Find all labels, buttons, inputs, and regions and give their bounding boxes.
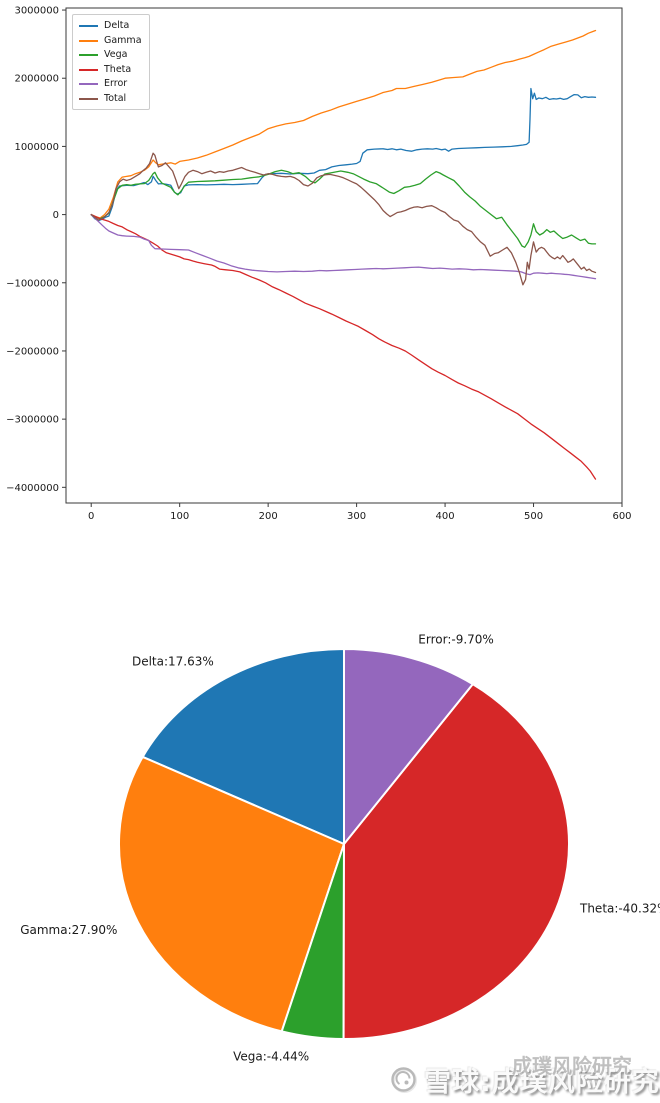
pie-label-vega: Vega:-4.44%	[233, 1049, 309, 1063]
legend-item-gamma: Gamma	[79, 34, 143, 49]
legend-swatch-vega	[79, 54, 98, 57]
legend-item-vega: Vega	[79, 48, 143, 63]
series-line-vega	[90, 169, 597, 248]
x-tick-label: 300	[347, 511, 366, 522]
pie-slice-theta	[342, 683, 570, 1041]
x-tick-label: 200	[259, 511, 278, 522]
x-tick-label: 0	[88, 511, 94, 522]
xueqiu-snowball-logo-icon	[390, 1066, 418, 1094]
x-tick-label: 100	[170, 511, 189, 522]
legend-label: Gamma	[104, 34, 142, 46]
legend-swatch-total	[79, 97, 98, 100]
legend-item-error: Error	[79, 77, 143, 92]
x-tick-label: 600	[612, 511, 631, 522]
series-line-delta	[90, 87, 597, 222]
legend-label: Total	[104, 92, 127, 104]
y-tick-label: −1000000	[6, 278, 59, 289]
legend-label: Error	[104, 78, 128, 90]
x-tick-label: 400	[436, 511, 455, 522]
series-line-theta	[90, 213, 597, 480]
y-tick-label: 3000000	[14, 6, 59, 17]
watermark-text: 雪球:成璞风险研究	[424, 1067, 660, 1098]
pie-label-gamma: Gamma:27.90%	[20, 923, 117, 937]
pie-label-delta: Delta:17.63%	[132, 655, 214, 669]
axes-frame	[65, 7, 623, 504]
pie-chart: Delta:17.63% Gamma:27.90% Vega:-4.44% Theta…	[20, 632, 660, 1063]
pie-label-theta: Theta:-40.32%	[579, 902, 660, 916]
y-tick-label: −3000000	[6, 415, 59, 426]
legend-item-theta: Theta	[79, 63, 143, 78]
series-line-error	[90, 213, 597, 280]
legend-label: Delta	[104, 20, 130, 32]
pie-label-error: Error:-9.70%	[418, 632, 494, 646]
legend-label: Vega	[104, 49, 128, 61]
pie-slice-gamma	[118, 755, 345, 1033]
y-tick-label: −4000000	[6, 483, 59, 494]
pie-slice-error	[343, 648, 474, 845]
legend-swatch-delta	[79, 25, 98, 28]
y-tick-label: 2000000	[14, 74, 59, 85]
y-tick-label: 0	[53, 210, 59, 221]
legend: Delta Gamma Vega Theta Error Total	[72, 14, 150, 110]
series-line-total	[90, 152, 597, 286]
legend-item-delta: Delta	[79, 19, 143, 34]
legend-swatch-gamma	[79, 39, 98, 42]
legend-swatch-theta	[79, 68, 98, 71]
x-tick-label: 500	[524, 511, 543, 522]
series-line-gamma	[90, 29, 597, 219]
legend-item-total: Total	[79, 92, 143, 107]
watermark: 成璞风险研究 雪球:成璞风险研究	[390, 1054, 660, 1099]
legend-label: Theta	[104, 63, 132, 75]
legend-swatch-error	[79, 83, 98, 86]
y-tick-label: −2000000	[6, 346, 59, 357]
pie-slice-delta	[141, 648, 345, 845]
watermark-overlay-text: 成璞风险研究	[512, 1054, 632, 1078]
line-chart: 0 100 200 300 400 500 600 3000000 2000000 1000000…	[6, 6, 631, 522]
y-tick-label: 1000000	[14, 142, 59, 153]
